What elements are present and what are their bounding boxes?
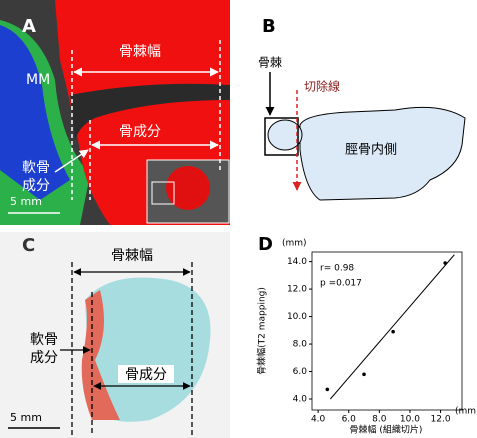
label: 骨棘 [258, 56, 282, 70]
y-tick-label: 8.0 [293, 340, 308, 350]
panel-b: B 骨棘 切除線 脛骨内側 [258, 16, 465, 200]
label: 軟骨 [22, 160, 50, 176]
y-unit: (mm) [282, 239, 307, 249]
label: MM [26, 72, 50, 88]
panel-a: A MM 骨棘幅 骨成分 軟骨 成分 5 mm [0, 0, 230, 225]
x-tick-label: 10.0 [400, 415, 420, 425]
label: 骨棘幅 [111, 248, 153, 264]
y-tick-label: 14.0 [287, 257, 307, 267]
data-point [391, 330, 395, 334]
y-tick-label: 10.0 [287, 312, 307, 322]
annotation: r= 0.98 [320, 264, 354, 274]
label: 脛骨内側 [345, 142, 397, 158]
panel-letter: C [22, 235, 35, 256]
label: 成分 [22, 178, 50, 194]
y-tick-label: 12.0 [287, 285, 307, 295]
inset-red [166, 166, 210, 210]
data-point [326, 388, 330, 392]
plot-frame [312, 252, 462, 410]
label: 骨成分 [125, 367, 167, 383]
panel-letter: B [262, 16, 276, 37]
x-unit: (mm) [455, 407, 477, 417]
label: 骨棘幅 [119, 44, 161, 60]
panel-c: C 骨棘幅 骨成分 軟骨 成分 5 mm [0, 232, 230, 438]
panel-letter: A [22, 16, 36, 37]
y-axis-label: 骨棘幅(T2 mapping) [256, 287, 268, 375]
label: 骨成分 [119, 124, 161, 140]
x-axis-label: 骨棘幅 (組織切片) [350, 424, 423, 436]
x-tick-label: 12.0 [431, 415, 451, 425]
figure: A MM 骨棘幅 骨成分 軟骨 成分 5 mm B 骨棘 切除線 脛骨内側 C … [0, 0, 477, 438]
label: 軟骨 [30, 332, 58, 348]
annotation: p =0.017 [320, 279, 362, 289]
data-point [362, 372, 366, 376]
data-point [443, 261, 447, 265]
scale-label: 5 mm [10, 411, 42, 424]
x-tick-label: 4.0 [311, 415, 326, 425]
panel-letter: D [258, 234, 273, 255]
trend-line [330, 255, 454, 399]
scale-label: 5 mm [10, 195, 42, 208]
label: 切除線 [304, 79, 340, 94]
y-tick-label: 4.0 [293, 395, 308, 405]
x-tick-label: 8.0 [372, 415, 387, 425]
label: 成分 [30, 350, 58, 366]
y-tick-label: 6.0 [293, 367, 308, 377]
x-tick-label: 6.0 [342, 415, 357, 425]
